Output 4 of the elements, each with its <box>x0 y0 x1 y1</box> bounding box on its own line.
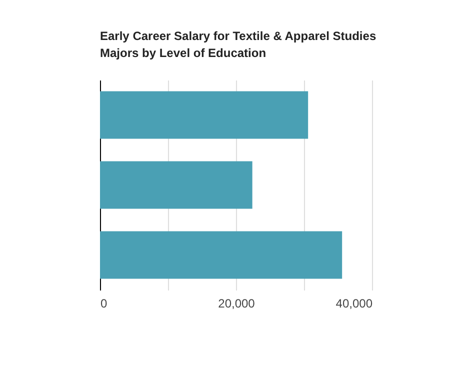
x-tick-label: 40,000 <box>336 296 373 310</box>
chart-title: Early Career Salary for Textile & Apparel Studies Majors by Level of Education <box>100 29 376 60</box>
x-tick-label: 0 <box>100 296 108 310</box>
x-tick-label: 20,000 <box>218 296 256 310</box>
